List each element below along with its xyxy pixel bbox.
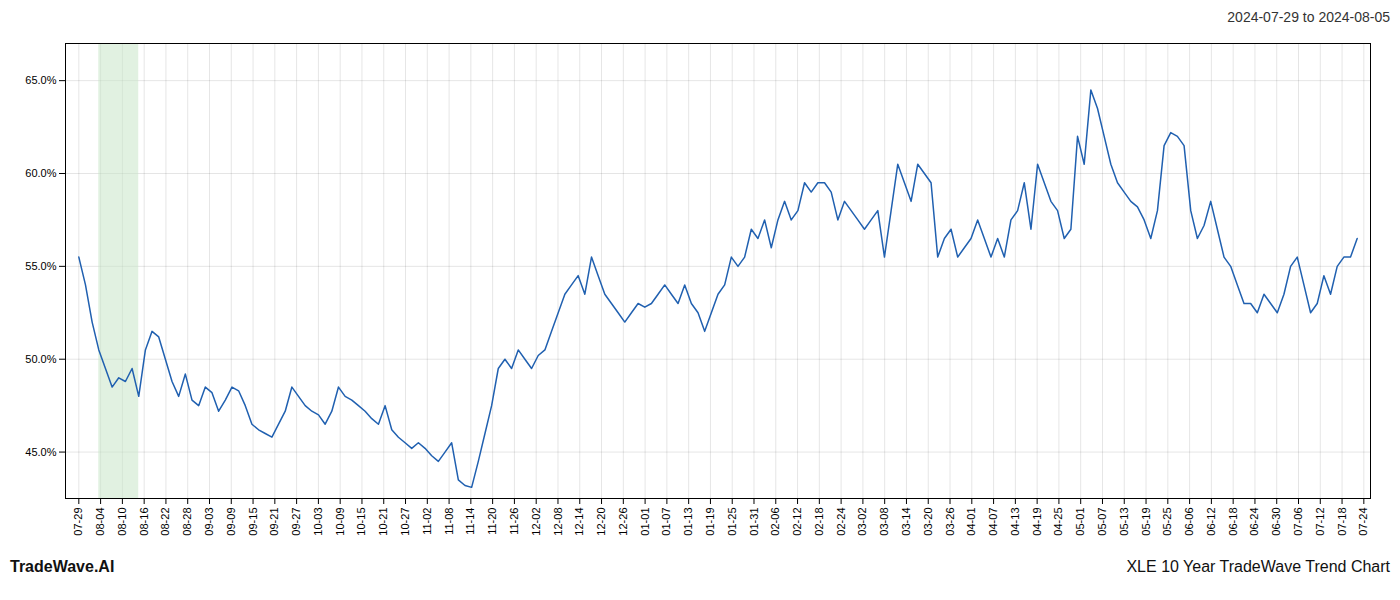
svg-text:01-07: 01-07 <box>660 508 672 536</box>
svg-text:12-26: 12-26 <box>617 508 629 536</box>
svg-text:12-02: 12-02 <box>530 508 542 536</box>
html-text:TradeWave.AI: TradeWave.AI <box>10 558 115 575</box>
svg-text:10-21: 10-21 <box>377 508 389 536</box>
svg-text:05-01: 05-01 <box>1074 508 1086 536</box>
svg-text:08-10: 08-10 <box>116 508 128 536</box>
svg-text:09-09: 09-09 <box>225 508 237 536</box>
svg-text:05-07: 05-07 <box>1096 508 1108 536</box>
svg-text:07-29: 07-29 <box>72 508 84 536</box>
svg-text:11-08: 11-08 <box>443 508 455 535</box>
svg-text:02-18: 02-18 <box>813 508 825 536</box>
svg-text:07-18: 07-18 <box>1336 508 1348 536</box>
svg-text:55.0%: 55.0% <box>25 260 56 272</box>
svg-text:06-24: 06-24 <box>1248 508 1260 536</box>
svg-text:01-01: 01-01 <box>639 508 651 536</box>
svg-text:08-04: 08-04 <box>94 508 106 536</box>
svg-text:12-20: 12-20 <box>595 508 607 536</box>
svg-text:50.0%: 50.0% <box>25 353 56 365</box>
svg-text:06-12: 06-12 <box>1205 508 1217 536</box>
svg-text:03-26: 03-26 <box>944 508 956 536</box>
svg-text:07-06: 07-06 <box>1292 508 1304 536</box>
svg-text:05-13: 05-13 <box>1118 508 1130 536</box>
svg-text:65.0%: 65.0% <box>25 74 56 86</box>
svg-text:08-22: 08-22 <box>159 508 171 536</box>
svg-text:05-25: 05-25 <box>1161 508 1173 536</box>
svg-text:04-25: 04-25 <box>1052 508 1064 536</box>
svg-text:04-07: 04-07 <box>987 508 999 536</box>
svg-text:04-13: 04-13 <box>1009 508 1021 536</box>
html-text:2024-07-29 to 2024-08-05: 2024-07-29 to 2024-08-05 <box>1227 9 1390 25</box>
svg-text:10-09: 10-09 <box>334 508 346 536</box>
svg-text:03-08: 03-08 <box>878 508 890 536</box>
svg-text:03-02: 03-02 <box>856 508 868 536</box>
svg-text:10-15: 10-15 <box>355 508 367 536</box>
svg-text:07-12: 07-12 <box>1314 508 1326 536</box>
svg-text:08-28: 08-28 <box>181 508 193 536</box>
svg-text:10-27: 10-27 <box>399 508 411 536</box>
svg-text:05-19: 05-19 <box>1140 508 1152 536</box>
svg-text:09-27: 09-27 <box>290 508 302 536</box>
svg-text:12-08: 12-08 <box>551 508 563 536</box>
svg-text:01-13: 01-13 <box>682 508 694 536</box>
svg-text:08-16: 08-16 <box>138 508 150 536</box>
svg-text:10-03: 10-03 <box>312 508 324 536</box>
svg-text:02-24: 02-24 <box>835 508 847 536</box>
svg-text:06-30: 06-30 <box>1270 508 1282 536</box>
svg-text:11-02: 11-02 <box>421 508 433 535</box>
svg-text:01-19: 01-19 <box>704 508 716 536</box>
svg-text:45.0%: 45.0% <box>25 446 56 458</box>
html-text:XLE 10 Year TradeWave Trend Ch: XLE 10 Year TradeWave Trend Chart <box>1126 558 1390 575</box>
svg-text:03-14: 03-14 <box>900 508 912 536</box>
svg-text:11-26: 11-26 <box>508 508 520 535</box>
svg-text:09-03: 09-03 <box>203 508 215 536</box>
svg-text:09-21: 09-21 <box>268 508 280 536</box>
svg-text:11-20: 11-20 <box>486 508 498 535</box>
svg-text:12-14: 12-14 <box>573 508 585 536</box>
svg-text:01-25: 01-25 <box>726 508 738 536</box>
svg-text:60.0%: 60.0% <box>25 167 56 179</box>
svg-text:04-19: 04-19 <box>1031 508 1043 536</box>
svg-text:11-14: 11-14 <box>464 508 476 535</box>
svg-text:07-24: 07-24 <box>1357 508 1369 536</box>
svg-text:01-31: 01-31 <box>748 508 760 536</box>
svg-text:09-15: 09-15 <box>247 508 259 536</box>
svg-text:02-06: 02-06 <box>769 508 781 536</box>
svg-text:03-20: 03-20 <box>922 508 934 536</box>
svg-text:02-12: 02-12 <box>791 508 803 536</box>
svg-text:06-06: 06-06 <box>1183 508 1195 536</box>
svg-text:06-18: 06-18 <box>1227 508 1239 536</box>
svg-text:04-01: 04-01 <box>965 508 977 536</box>
